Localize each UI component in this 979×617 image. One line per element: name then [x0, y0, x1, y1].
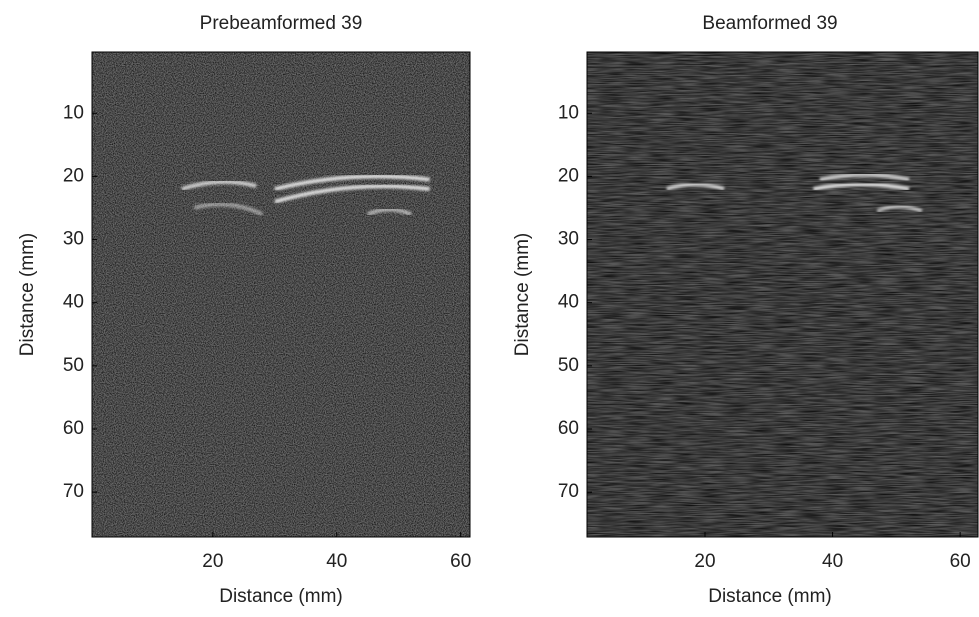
- axes-frame: [586, 51, 979, 538]
- image-noise: [587, 52, 978, 537]
- reflection: [819, 172, 910, 182]
- reflection: [274, 184, 430, 204]
- x-tick-label: 60: [450, 551, 471, 572]
- image-noise: [92, 52, 470, 537]
- x-tick-label: 20: [694, 551, 715, 572]
- reflection: [366, 207, 412, 217]
- y-tick-label: 30: [558, 229, 579, 250]
- reflection: [181, 179, 257, 191]
- axes-title: Prebeamformed 39: [200, 13, 363, 34]
- y-tick-label: 50: [63, 355, 84, 376]
- axes-title: Beamformed 39: [702, 13, 837, 34]
- y-tick-label: 20: [558, 165, 579, 186]
- x-tick-label: 60: [950, 551, 971, 572]
- reflection: [876, 204, 923, 213]
- y-tick-label: 40: [558, 292, 579, 313]
- reflection: [193, 202, 264, 217]
- y-tick-label: 10: [63, 102, 84, 123]
- y-tick-label: 20: [63, 165, 84, 186]
- y-tick-label: 50: [558, 355, 579, 376]
- reflection: [666, 182, 725, 191]
- x-axis-label: Distance (mm): [219, 586, 343, 607]
- y-tick-label: 70: [63, 481, 84, 502]
- y-tick-label: 30: [63, 229, 84, 250]
- y-axis-label: Distance (mm): [17, 233, 38, 357]
- y-tick-label: 40: [63, 292, 84, 313]
- y-tick-label: 70: [558, 481, 579, 502]
- reflection: [274, 174, 430, 191]
- y-tick-label: 60: [63, 418, 84, 439]
- y-tick-label: 60: [558, 418, 579, 439]
- reflection: [813, 182, 910, 191]
- y-tick-label: 10: [558, 102, 579, 123]
- x-tick-label: 40: [822, 551, 843, 572]
- x-axis-label: Distance (mm): [708, 586, 832, 607]
- x-tick-label: 20: [202, 551, 223, 572]
- y-axis-label: Distance (mm): [512, 233, 533, 357]
- axes-frame: [91, 51, 471, 538]
- x-tick-label: 40: [326, 551, 347, 572]
